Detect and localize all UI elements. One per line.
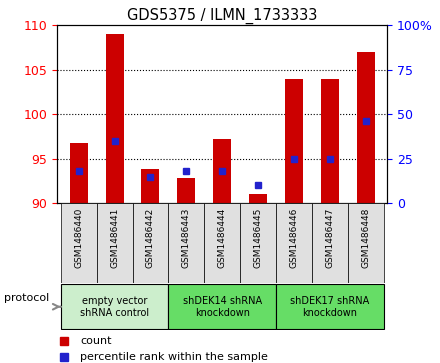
Bar (106, 34, 124, 203)
Text: GSM1486445: GSM1486445 (253, 207, 263, 268)
Bar (276, 203, 312, 283)
Bar (357, 52, 374, 203)
Text: empty vector
shRNA control: empty vector shRNA control (80, 296, 149, 318)
Text: shDEK14 shRNA
knockdown: shDEK14 shRNA knockdown (183, 296, 262, 318)
Text: GSM1486444: GSM1486444 (218, 207, 227, 268)
Bar (348, 203, 384, 283)
Text: protocol: protocol (4, 293, 50, 303)
Bar (97, 203, 132, 283)
Text: GSM1486442: GSM1486442 (146, 207, 155, 268)
Bar (321, 79, 339, 203)
Title: GDS5375 / ILMN_1733333: GDS5375 / ILMN_1733333 (127, 8, 317, 24)
Text: GSM1486440: GSM1486440 (74, 207, 83, 268)
Bar (70, 143, 88, 203)
Text: count: count (81, 336, 112, 346)
Bar (61, 284, 169, 329)
Text: GSM1486448: GSM1486448 (361, 207, 370, 268)
Bar (240, 203, 276, 283)
Text: shDEK17 shRNA
knockdown: shDEK17 shRNA knockdown (290, 296, 370, 318)
Bar (204, 203, 240, 283)
Bar (142, 170, 159, 203)
Bar (249, 195, 267, 203)
Bar (312, 203, 348, 283)
Text: GSM1486443: GSM1486443 (182, 207, 191, 268)
Text: GSM1486446: GSM1486446 (290, 207, 298, 268)
Bar (132, 203, 169, 283)
Bar (285, 79, 303, 203)
Text: GSM1486441: GSM1486441 (110, 207, 119, 268)
Bar (276, 284, 384, 329)
Text: GSM1486447: GSM1486447 (325, 207, 334, 268)
Bar (169, 203, 204, 283)
Bar (213, 139, 231, 203)
Bar (61, 203, 97, 283)
Bar (177, 178, 195, 203)
Text: percentile rank within the sample: percentile rank within the sample (81, 352, 268, 362)
Bar (169, 284, 276, 329)
